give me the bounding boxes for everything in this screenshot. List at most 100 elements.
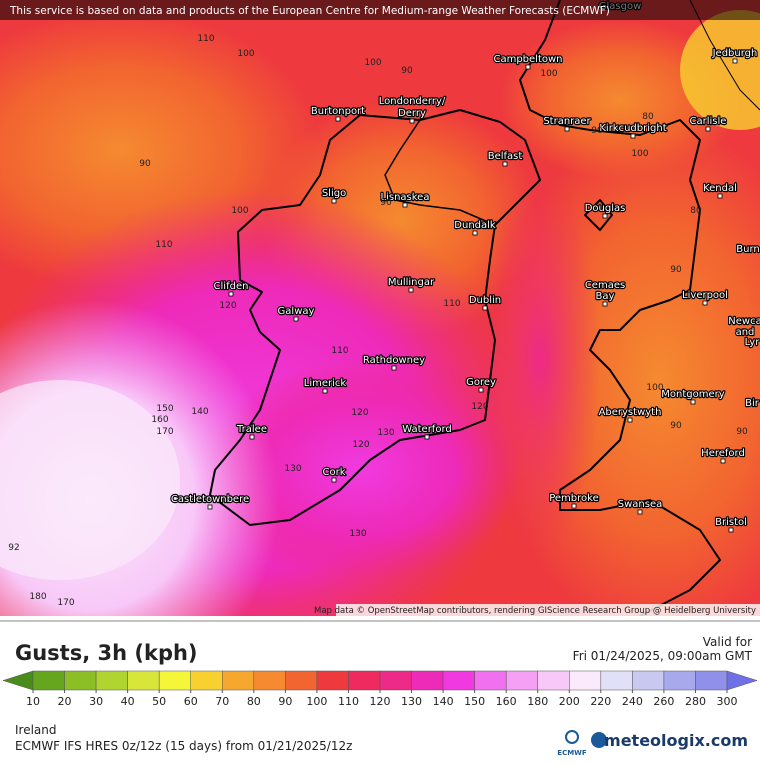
city-label: Newca: [728, 316, 760, 327]
legend-swatch: [253, 670, 286, 691]
contour-label: 92: [8, 543, 19, 553]
legend-swatch: [348, 670, 381, 691]
contour-label: 120: [351, 408, 368, 418]
legend-tick-label: 150: [464, 695, 485, 708]
isle-of-man: [584, 199, 613, 231]
legend-swatch: [32, 670, 65, 691]
legend-swatch: [474, 670, 507, 691]
city-marker: [627, 417, 633, 423]
city-marker: [705, 126, 711, 132]
city-label: Carlisle: [690, 116, 727, 127]
contour-label: 80: [690, 206, 702, 216]
contour-label: 90: [670, 265, 682, 275]
brand-icon: [591, 732, 607, 748]
city-label: Gorey: [466, 377, 496, 388]
legend-tick-label: 80: [247, 695, 261, 708]
legend-tick-label: 60: [184, 695, 198, 708]
model-info: ECMWF IFS HRES 0z/12z (15 days) from 01/…: [15, 739, 352, 753]
city-label: Galway: [278, 306, 315, 317]
city-marker: [564, 126, 570, 132]
city-marker: [482, 305, 488, 311]
legend-tick-label: 260: [653, 695, 674, 708]
city-label: Burtonport: [311, 106, 365, 117]
contour-label: 140: [191, 407, 208, 417]
city-label: Bay: [596, 291, 615, 302]
legend-tick-label: 300: [717, 695, 738, 708]
city-marker: [602, 301, 608, 307]
contour-label: 90: [139, 159, 151, 169]
contour-label: 150: [156, 404, 173, 414]
city-marker: [293, 316, 299, 322]
legend-tick-label: 30: [89, 695, 103, 708]
city-label: Pembroke: [549, 493, 599, 504]
legend-tick-label: 280: [685, 695, 706, 708]
legend-swatch: [505, 670, 538, 691]
city-label: Montgomery: [661, 389, 724, 400]
legend-tick-label: 50: [152, 695, 166, 708]
legend-tick-label: 90: [278, 695, 292, 708]
city-label: Tralee: [236, 424, 267, 435]
contour-label: 80: [642, 112, 654, 122]
notice-bar: [0, 0, 760, 20]
city-label: Douglas: [585, 203, 626, 214]
city-label: Lyr: [745, 337, 760, 348]
legend-swatch: [379, 670, 412, 691]
city-marker: [322, 388, 328, 394]
contour-label: 180: [29, 592, 46, 602]
ecmwf-icon: [565, 730, 579, 744]
city-label: Rathdowney: [363, 355, 425, 366]
legend-swatch: [127, 670, 160, 691]
legend-tick-label: 40: [121, 695, 135, 708]
coastlines: [209, 0, 760, 616]
city-marker: [702, 300, 708, 306]
city-label: Liverpool: [682, 290, 728, 301]
field-area: [0, 380, 180, 580]
contour-label: 110: [443, 299, 460, 309]
legend-swatch: [95, 670, 128, 691]
city-label: Lisnaskea: [381, 192, 430, 203]
contour-label: 160: [151, 415, 168, 425]
field-area: [500, 20, 740, 180]
city-marker: [331, 477, 337, 483]
contour-label: 120: [352, 440, 369, 450]
attribution-bg: [336, 604, 760, 616]
city-label: Aberystwyth: [599, 407, 662, 418]
contour-label: 110: [155, 240, 172, 250]
city-label: Limerick: [304, 378, 347, 389]
city-label: Kendal: [703, 183, 737, 194]
contour-label: 100: [237, 49, 254, 59]
city-marker: [630, 133, 636, 139]
legend-swatch: [663, 670, 696, 691]
contour-label: 100: [231, 206, 248, 216]
legend-tick-label: 100: [306, 695, 327, 708]
city-marker: [207, 504, 213, 510]
contour-label: 130: [349, 529, 366, 539]
city-marker: [331, 198, 337, 204]
city-marker: [424, 434, 430, 440]
city-label: Dundalk: [454, 220, 496, 231]
city-label: Stranraer: [543, 116, 591, 127]
legend-swatch: [285, 670, 318, 691]
legend-swatch: [2, 670, 34, 691]
city-marker: [720, 458, 726, 464]
city-marker: [502, 161, 508, 167]
contour-label: 100: [540, 69, 557, 79]
city-marker: [571, 503, 577, 509]
legend-swatch: [726, 670, 758, 691]
legend-tick-label: 220: [590, 695, 611, 708]
city-label: Burn: [736, 244, 759, 255]
city-marker: [249, 434, 255, 440]
gb-coast: [519, 0, 721, 616]
legend-swatch: [632, 670, 665, 691]
city-marker: [478, 387, 484, 393]
legend-tick-label: 140: [433, 695, 454, 708]
valid-label: Valid for: [703, 635, 752, 649]
city-marker: [602, 213, 608, 219]
legend-swatch: [600, 670, 633, 691]
city-label: Mullingar: [388, 277, 435, 288]
border: [384, 119, 496, 226]
legend-swatch: [158, 670, 191, 691]
legend-tick-label: 10: [26, 695, 40, 708]
